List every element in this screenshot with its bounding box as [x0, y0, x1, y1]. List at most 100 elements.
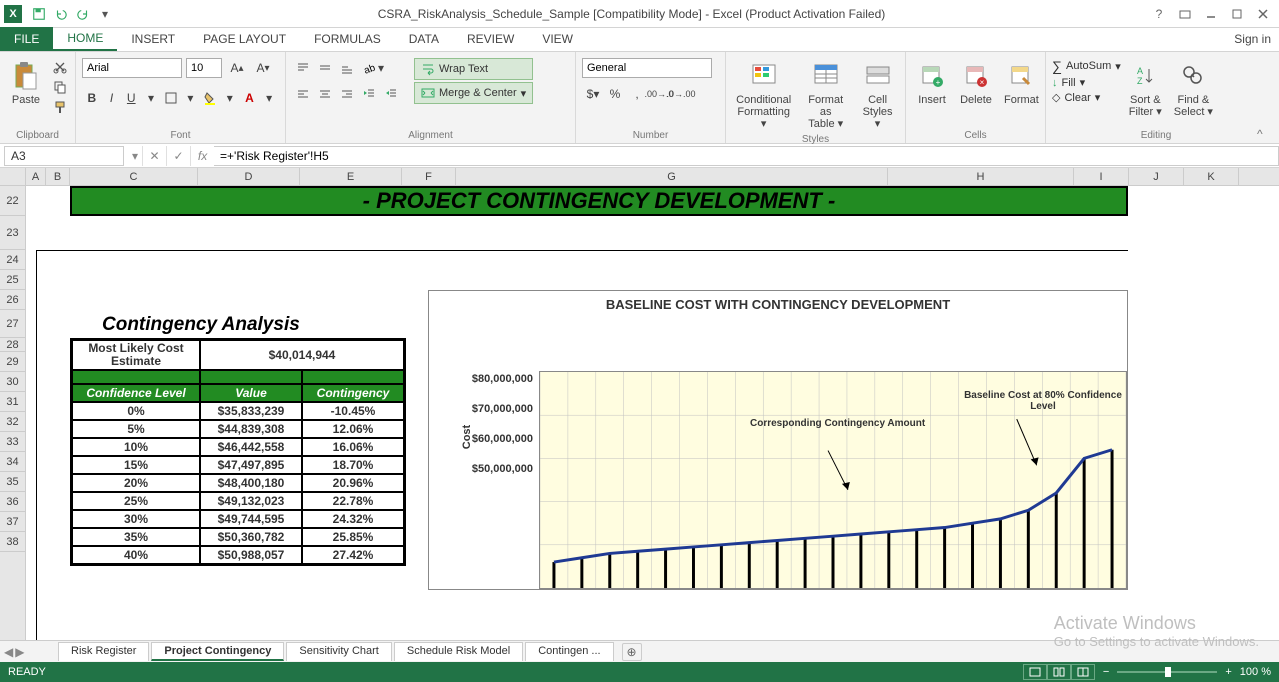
- enter-formula-icon[interactable]: ✓: [166, 146, 190, 166]
- row-header[interactable]: 23: [0, 216, 25, 250]
- fill-button[interactable]: ↓Fill ▾: [1052, 76, 1121, 89]
- font-name-input[interactable]: [82, 58, 182, 78]
- cell-styles-button[interactable]: CellStyles ▾: [856, 58, 899, 132]
- column-header[interactable]: C: [70, 168, 198, 185]
- sheet-nav-prev-icon[interactable]: ◀: [4, 645, 13, 659]
- tab-review[interactable]: REVIEW: [453, 27, 528, 51]
- maximize-icon[interactable]: [1225, 4, 1249, 24]
- column-header[interactable]: J: [1129, 168, 1184, 185]
- row-header[interactable]: 30: [0, 372, 25, 392]
- align-top-icon[interactable]: [292, 58, 314, 78]
- tab-home[interactable]: HOME: [53, 27, 117, 51]
- row-header[interactable]: 27: [0, 310, 25, 338]
- clear-button[interactable]: ◇Clear ▾: [1052, 91, 1121, 104]
- row-header[interactable]: 26: [0, 290, 25, 310]
- qat-customize-icon[interactable]: ▾: [94, 3, 116, 25]
- align-center-icon[interactable]: [314, 84, 336, 104]
- bold-button[interactable]: B: [82, 88, 102, 108]
- decrease-decimal-icon[interactable]: .0→.00: [670, 84, 692, 104]
- tab-formulas[interactable]: FORMULAS: [300, 27, 395, 51]
- increase-font-icon[interactable]: A▴: [226, 58, 248, 78]
- column-header[interactable]: I: [1074, 168, 1129, 185]
- conditional-formatting-button[interactable]: ConditionalFormatting ▾: [732, 58, 795, 132]
- row-header[interactable]: 34: [0, 452, 25, 472]
- qat-redo-icon[interactable]: [72, 3, 94, 25]
- fill-more-icon[interactable]: ▾: [220, 88, 240, 108]
- align-bottom-icon[interactable]: [336, 58, 358, 78]
- percent-icon[interactable]: %: [604, 84, 626, 104]
- minimize-icon[interactable]: [1199, 4, 1223, 24]
- row-header[interactable]: 22: [0, 186, 25, 216]
- orientation-icon[interactable]: ab▾: [358, 58, 388, 78]
- tab-page-layout[interactable]: PAGE LAYOUT: [189, 27, 300, 51]
- merge-center-button[interactable]: Merge & Center ▾: [414, 82, 533, 104]
- decrease-font-icon[interactable]: A▾: [252, 58, 274, 78]
- format-cells-button[interactable]: Format: [1000, 58, 1043, 108]
- align-right-icon[interactable]: [336, 84, 358, 104]
- sheet-tab[interactable]: Project Contingency: [151, 642, 284, 661]
- autosum-button[interactable]: ∑AutoSum ▾: [1052, 58, 1121, 74]
- column-header[interactable]: K: [1184, 168, 1239, 185]
- sort-filter-button[interactable]: AZ Sort &Filter ▾: [1125, 58, 1166, 120]
- ribbon-display-icon[interactable]: [1173, 4, 1197, 24]
- column-header[interactable]: D: [198, 168, 300, 185]
- underline-button[interactable]: U: [121, 88, 141, 108]
- sheet-tab[interactable]: Contingen ...: [525, 642, 613, 661]
- cancel-formula-icon[interactable]: ✕: [142, 146, 166, 166]
- zoom-slider[interactable]: [1117, 671, 1217, 673]
- sign-in-link[interactable]: Sign in: [1234, 32, 1271, 46]
- qat-undo-icon[interactable]: [50, 3, 72, 25]
- row-header[interactable]: 38: [0, 532, 25, 552]
- fx-icon[interactable]: fx: [190, 146, 214, 166]
- font-color-icon[interactable]: A: [240, 88, 260, 108]
- sheet-nav-next-icon[interactable]: ▶: [15, 645, 24, 659]
- row-header[interactable]: 32: [0, 412, 25, 432]
- column-header[interactable]: B: [46, 168, 70, 185]
- zoom-out-icon[interactable]: −: [1103, 666, 1109, 678]
- decrease-indent-icon[interactable]: [358, 84, 380, 104]
- borders-more-icon[interactable]: ▾: [181, 88, 201, 108]
- increase-indent-icon[interactable]: [380, 84, 402, 104]
- row-header[interactable]: 31: [0, 392, 25, 412]
- fill-color-icon[interactable]: [200, 88, 220, 108]
- align-left-icon[interactable]: [292, 84, 314, 104]
- cut-icon[interactable]: [50, 58, 70, 76]
- row-header[interactable]: 25: [0, 270, 25, 290]
- delete-cells-button[interactable]: × Delete: [956, 58, 996, 108]
- borders-icon[interactable]: [161, 88, 181, 108]
- insert-cells-button[interactable]: + Insert: [912, 58, 952, 108]
- wrap-text-button[interactable]: Wrap Text: [414, 58, 533, 80]
- tab-file[interactable]: FILE: [0, 27, 53, 51]
- copy-icon[interactable]: [50, 78, 70, 96]
- qat-save-icon[interactable]: [28, 3, 50, 25]
- select-all-corner[interactable]: [0, 168, 26, 185]
- sheet-tab[interactable]: Sensitivity Chart: [286, 642, 391, 661]
- page-layout-view-icon[interactable]: [1047, 664, 1071, 680]
- row-header[interactable]: 24: [0, 250, 25, 270]
- zoom-in-icon[interactable]: +: [1225, 666, 1231, 678]
- find-select-button[interactable]: Find &Select ▾: [1170, 58, 1217, 120]
- tab-insert[interactable]: INSERT: [117, 27, 189, 51]
- normal-view-icon[interactable]: [1023, 664, 1047, 680]
- row-header[interactable]: 33: [0, 432, 25, 452]
- paste-button[interactable]: Paste: [6, 58, 46, 108]
- tab-data[interactable]: DATA: [395, 27, 453, 51]
- row-header[interactable]: 37: [0, 512, 25, 532]
- number-format-input[interactable]: [582, 58, 712, 78]
- column-header[interactable]: H: [888, 168, 1074, 185]
- column-header[interactable]: A: [26, 168, 46, 185]
- row-header[interactable]: 36: [0, 492, 25, 512]
- font-color-more-icon[interactable]: ▾: [259, 88, 279, 108]
- worksheet-grid[interactable]: 2223242526272829303132333435363738 - PRO…: [0, 186, 1279, 640]
- sheet-tab[interactable]: Risk Register: [58, 642, 149, 661]
- formula-input[interactable]: [214, 146, 1279, 166]
- help-icon[interactable]: ?: [1147, 4, 1171, 24]
- row-header[interactable]: 29: [0, 352, 25, 372]
- tab-view[interactable]: VIEW: [528, 27, 587, 51]
- format-as-table-button[interactable]: Format asTable ▾: [799, 58, 852, 132]
- sheet-tab[interactable]: Schedule Risk Model: [394, 642, 523, 661]
- align-middle-icon[interactable]: [314, 58, 336, 78]
- format-painter-icon[interactable]: [50, 98, 70, 116]
- row-header[interactable]: 28: [0, 338, 25, 352]
- italic-button[interactable]: I: [102, 88, 122, 108]
